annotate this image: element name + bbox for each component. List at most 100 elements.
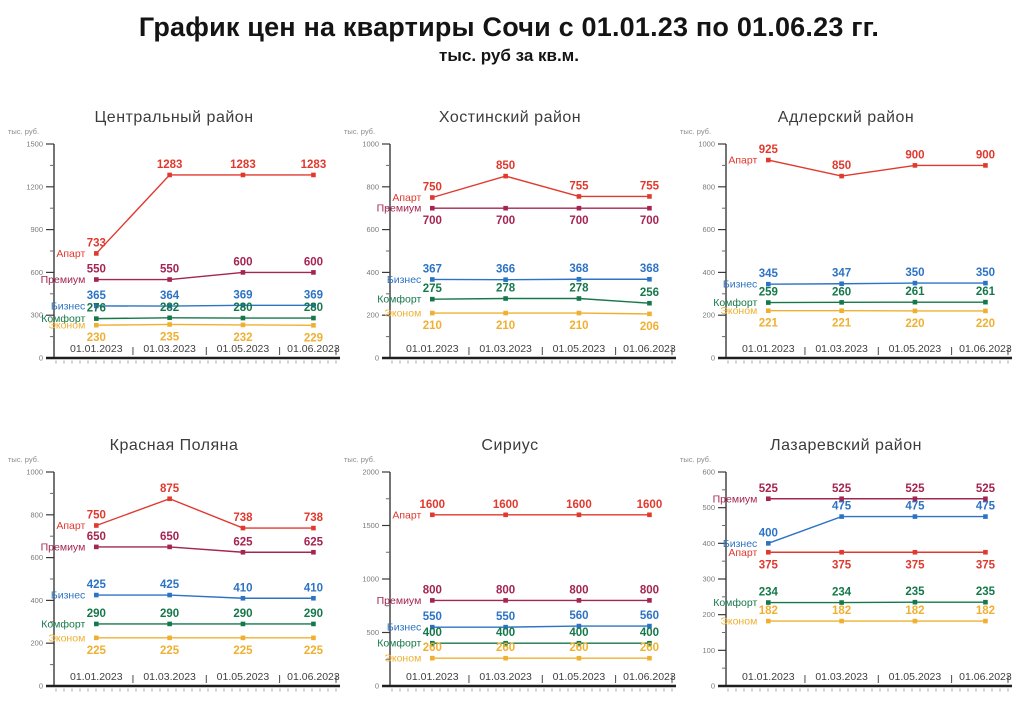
y-tick-label: 600 — [702, 468, 715, 477]
y-tick-label: 400 — [366, 268, 379, 277]
page-subtitle: тыс. руб за кв.м. — [439, 46, 579, 66]
chart-title: Красная Поляна — [110, 437, 239, 454]
chart-lazarevsky-district: Лазаревский район тыс. руб. 600 500 400 300 20… — [678, 428, 1014, 700]
value-label-econom: 182 — [905, 605, 924, 617]
value-label-apart: 850 — [496, 160, 515, 172]
y-tick-label: 0 — [375, 354, 379, 363]
value-label-comfort: 282 — [160, 302, 179, 314]
value-label-business: 364 — [160, 290, 180, 302]
series-name-label-apart: Апарт — [56, 248, 85, 260]
value-label-econom: 225 — [87, 645, 107, 657]
chart-svg: Адлерский район тыс. руб. 1000 800 600 400 200… — [680, 109, 1012, 364]
value-label-business: 560 — [640, 610, 659, 622]
value-label-premium: 700 — [640, 215, 659, 227]
series-name-label-business: Бизнес — [387, 622, 421, 634]
chart-central-district: Центральный район тыс. руб. 1500 1200 900 600… — [6, 100, 342, 372]
data-point-marker-premium — [240, 549, 246, 555]
value-label-premium: 800 — [640, 584, 659, 596]
y-tick-label: 200 — [366, 311, 379, 320]
y-tick-label: 2000 — [362, 468, 379, 477]
data-point-marker-apart — [167, 496, 172, 502]
value-label-apart: 1600 — [420, 499, 446, 511]
value-label-apart: 900 — [976, 149, 995, 161]
value-label-premium: 600 — [304, 256, 323, 268]
value-label-business: 350 — [976, 267, 995, 279]
y-axis-unit-label: тыс. руб. — [680, 127, 711, 136]
x-tick-label: 01.01.2023 — [406, 343, 459, 355]
data-point-marker-business — [839, 514, 844, 519]
y-tick-label: 800 — [30, 510, 43, 519]
value-label-apart: 375 — [905, 559, 925, 571]
value-label-comfort: 280 — [233, 302, 252, 314]
chart-khostinsky-district: Хостинский район тыс. руб. 1000 800 600 400 20… — [342, 100, 678, 372]
value-label-business: 369 — [233, 289, 252, 301]
value-label-apart: 750 — [423, 182, 442, 194]
series-line-comfort — [96, 317, 314, 320]
series-line-econom — [96, 323, 314, 327]
data-point-marker-econom — [839, 308, 844, 314]
data-point-marker-apart — [94, 523, 99, 528]
series-line-business — [432, 625, 650, 628]
value-label-business: 400 — [759, 527, 778, 539]
data-point-marker-comfort — [240, 621, 246, 627]
value-label-business: 365 — [87, 290, 107, 302]
data-point-marker-econom — [983, 308, 988, 314]
data-point-marker-apart — [576, 194, 582, 199]
value-label-comfort: 276 — [87, 303, 106, 315]
value-label-econom: 225 — [233, 645, 253, 657]
charts-grid: Центральный район тыс. руб. 1500 1200 900 600… — [6, 100, 1012, 700]
series-line-business — [96, 304, 314, 307]
value-label-econom: 182 — [976, 605, 995, 617]
y-tick-label: 1000 — [362, 140, 379, 149]
value-label-business: 425 — [87, 579, 107, 591]
data-point-marker-premium — [167, 277, 172, 282]
chart-svg: Хостинский район тыс. руб. 1000 800 600 400 20… — [344, 109, 676, 364]
data-point-marker-comfort — [766, 600, 771, 605]
y-axis-unit-label: тыс. руб. — [344, 127, 375, 136]
y-tick-label: 400 — [702, 268, 715, 277]
data-point-marker-comfort — [94, 621, 99, 627]
data-point-marker-econom — [912, 308, 918, 314]
y-axis-unit-label: тыс. руб. — [344, 455, 375, 464]
y-tick-label: 0 — [39, 354, 43, 363]
x-tick-label: 01.06.2023 — [623, 343, 676, 355]
value-label-business: 368 — [640, 263, 660, 275]
data-point-marker-apart — [912, 549, 918, 555]
data-point-marker-apart — [647, 512, 652, 518]
value-label-premium: 800 — [569, 584, 588, 596]
chart-svg: Центральный район тыс. руб. 1500 1200 900 600… — [8, 109, 340, 364]
series-name-label-comfort: Комфорт — [41, 618, 85, 630]
x-tick-label: 01.05.2023 — [217, 671, 270, 683]
value-label-econom: 260 — [640, 642, 659, 654]
value-label-econom: 235 — [160, 331, 180, 343]
chart-svg: Лазаревский район тыс. руб. 600 500 400 300 20… — [680, 437, 1012, 692]
value-label-apart: 750 — [87, 510, 106, 522]
series-name-label-apart: Апарт — [728, 547, 757, 559]
value-label-apart: 1600 — [493, 499, 519, 511]
data-point-marker-business — [766, 541, 771, 546]
data-point-marker-comfort — [839, 300, 844, 305]
value-label-business: 366 — [496, 264, 515, 276]
series-name-label-premium: Премиум — [713, 493, 758, 505]
value-label-premium: 550 — [160, 264, 179, 276]
x-tick-label: 01.01.2023 — [70, 671, 123, 683]
series-name-label-econom: Эконом — [48, 632, 85, 644]
data-point-marker-apart — [430, 512, 435, 518]
value-label-comfort: 400 — [423, 627, 442, 639]
value-label-business: 369 — [304, 289, 323, 301]
value-label-comfort: 290 — [304, 608, 323, 620]
data-point-marker-comfort — [311, 315, 316, 321]
series-name-label-comfort: Комфорт — [713, 597, 757, 609]
value-label-comfort: 234 — [832, 587, 852, 599]
value-label-comfort: 290 — [160, 608, 179, 620]
data-point-marker-econom — [240, 635, 246, 641]
value-label-premium: 525 — [759, 483, 779, 495]
value-label-apart: 1283 — [301, 159, 327, 171]
data-point-marker-business — [647, 276, 652, 282]
value-label-apart: 738 — [233, 512, 253, 524]
data-point-marker-business — [167, 303, 172, 309]
value-label-business: 475 — [905, 501, 925, 513]
y-tick-label: 0 — [375, 682, 379, 691]
value-label-econom: 206 — [640, 321, 659, 333]
series-name-label-premium: Премиум — [377, 203, 422, 215]
